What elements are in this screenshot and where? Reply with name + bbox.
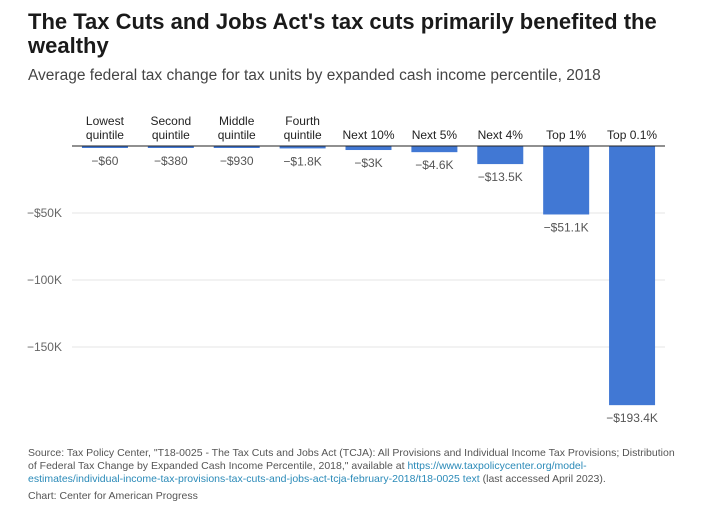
data-label: −$3K xyxy=(354,156,382,170)
category-label-line: quintile xyxy=(152,128,190,142)
bar[interactable] xyxy=(345,146,392,151)
data-label: −$930 xyxy=(220,154,254,168)
source-note: Source: Tax Policy Center, "T18-0025 - T… xyxy=(28,447,678,486)
category-label-line: Next 5% xyxy=(412,128,458,142)
category-label-line: Lowest xyxy=(86,114,125,128)
category-label-line: Top 1% xyxy=(546,128,586,142)
data-label: −$193.4K xyxy=(606,411,658,425)
category-label: Next 5% xyxy=(412,128,458,142)
data-label: −$4.6K xyxy=(415,158,453,172)
chart-title: The Tax Cuts and Jobs Act's tax cuts pri… xyxy=(28,9,657,58)
category-label: Next 4% xyxy=(478,128,524,142)
source-link[interactable]: https://www.taxpolicycenter.org/model-es… xyxy=(28,460,587,485)
data-label: −$60 xyxy=(91,154,118,168)
category-label-line: Top 0.1% xyxy=(607,128,657,142)
category-label-line: quintile xyxy=(86,128,124,142)
y-tick-label: −150K xyxy=(27,340,62,354)
category-label: Top 1% xyxy=(546,128,586,142)
bar[interactable] xyxy=(279,146,326,149)
category-label-line: Fourth xyxy=(285,114,320,128)
bar[interactable] xyxy=(147,146,194,148)
category-label: Middle quintile xyxy=(218,114,256,142)
category-label-line: quintile xyxy=(218,128,256,142)
bar[interactable] xyxy=(213,146,260,148)
source-text: Source: Tax Policy Center, "T18-0025 - T… xyxy=(28,447,675,472)
chart-credit: Chart: Center for American Progress xyxy=(28,490,198,502)
bar[interactable] xyxy=(609,146,656,406)
category-label-line: Second xyxy=(150,114,191,128)
bar[interactable] xyxy=(81,146,128,148)
bar[interactable] xyxy=(411,146,458,153)
category-label-line: Next 10% xyxy=(342,128,394,142)
category-label: Next 10% xyxy=(342,128,394,142)
source-text-end: (last accessed April 2023). xyxy=(479,473,606,485)
category-label-line: quintile xyxy=(284,128,322,142)
y-tick-label: −100K xyxy=(27,273,62,287)
category-label-line: Middle xyxy=(219,114,255,128)
data-label: −$1.8K xyxy=(283,154,321,168)
data-label: −$13.5K xyxy=(478,170,523,184)
chart-subtitle: Average federal tax change for tax units… xyxy=(28,67,601,84)
category-label: Lowest quintile xyxy=(86,114,125,142)
bar[interactable] xyxy=(477,146,524,165)
bar[interactable] xyxy=(543,146,590,215)
data-label: −$380 xyxy=(154,154,188,168)
y-tick-label: −$50K xyxy=(27,206,62,220)
category-label: Fourth quintile xyxy=(284,114,322,142)
category-label: Second quintile xyxy=(150,114,191,142)
data-label: −$51.1K xyxy=(544,220,589,234)
category-label: Top 0.1% xyxy=(607,128,657,142)
category-label-line: Next 4% xyxy=(478,128,524,142)
